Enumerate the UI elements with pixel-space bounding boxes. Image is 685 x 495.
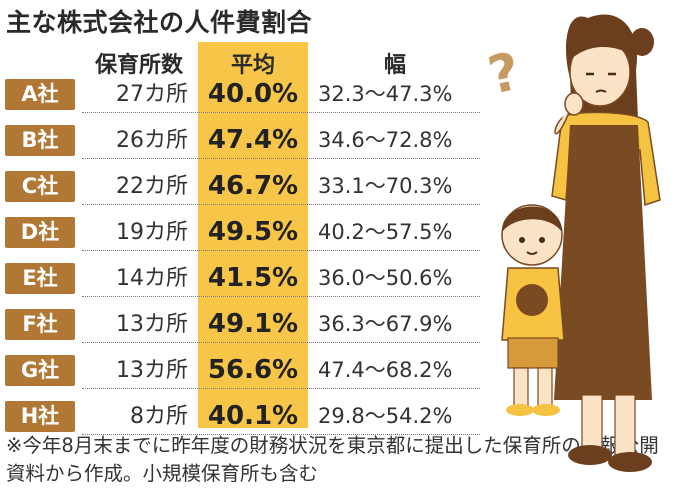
facility-count: 27カ所 — [116, 82, 188, 107]
facility-count: 14カ所 — [116, 266, 188, 291]
range-value: 47.4～68.2% — [318, 358, 453, 382]
row-divider — [82, 250, 480, 251]
average-value: 41.5% — [207, 263, 299, 293]
question-mark-glyph: ? — [483, 42, 525, 107]
range-value: 36.3～67.9% — [318, 312, 453, 336]
range-value: 40.2～57.5% — [318, 220, 453, 244]
range-value: 32.3～47.3% — [318, 82, 453, 106]
average-value: 40.0% — [207, 79, 299, 109]
company-badge: B社 — [5, 125, 75, 156]
table-row: E社 14カ所 41.5% 36.0～50.6% — [0, 257, 480, 297]
row-divider — [82, 296, 480, 297]
table-row: G社 13カ所 56.6% 47.4～68.2% — [0, 349, 480, 389]
row-divider — [82, 388, 480, 389]
table-row: D社 19カ所 49.5% 40.2～57.5% — [0, 211, 480, 251]
caregiver-and-child-illustration: ? — [483, 14, 661, 472]
average-value: 46.7% — [207, 171, 299, 201]
average-value: 56.6% — [207, 355, 299, 385]
range-value: 36.0～50.6% — [318, 266, 453, 290]
company-badge: D社 — [5, 217, 75, 248]
facility-count: 13カ所 — [116, 358, 188, 383]
table-row: C社 22カ所 46.7% 33.1～70.3% — [0, 165, 480, 205]
average-column-highlight — [198, 42, 308, 428]
facility-count: 13カ所 — [116, 312, 188, 337]
company-badge: G社 — [5, 355, 75, 386]
chart-title: 主な株式会社の人件費割合 — [6, 8, 313, 37]
average-value: 40.1% — [207, 401, 299, 431]
row-divider — [82, 204, 480, 205]
header-range: 幅 — [383, 53, 406, 78]
table-row: B社 26カ所 47.4% 34.6～72.8% — [0, 119, 480, 159]
average-value: 47.4% — [207, 125, 299, 155]
header-facility-count: 保育所数 — [94, 53, 183, 78]
facility-count: 8カ所 — [130, 404, 188, 429]
company-badge: F社 — [5, 309, 75, 340]
range-value: 33.1～70.3% — [318, 174, 453, 198]
row-divider — [82, 342, 480, 343]
company-badge: C社 — [5, 171, 75, 202]
facility-count: 19カ所 — [116, 220, 188, 245]
facility-count: 26カ所 — [116, 128, 188, 153]
row-divider — [82, 158, 480, 159]
table-row: A社 27カ所 40.0% 32.3～47.3% — [0, 73, 480, 113]
range-value: 34.6～72.8% — [318, 128, 453, 152]
company-badge: H社 — [5, 401, 75, 432]
average-value: 49.1% — [207, 309, 299, 339]
range-value: 29.8～54.2% — [318, 404, 453, 428]
footnote: ※今年8月末までに昨年度の財務状況を東京都に提出した保育所の情報公開資料から作成… — [6, 434, 659, 485]
facility-count: 22カ所 — [116, 174, 188, 199]
company-badge: E社 — [5, 263, 75, 294]
table-row: F社 13カ所 49.1% 36.3～67.9% — [0, 303, 480, 343]
company-badge: A社 — [5, 79, 75, 110]
row-divider — [82, 112, 480, 113]
average-value: 49.5% — [207, 217, 299, 247]
row-divider — [82, 434, 480, 435]
table-row: H社 8カ所 40.1% 29.8～54.2% — [0, 395, 480, 435]
header-average: 平均 — [230, 53, 275, 78]
